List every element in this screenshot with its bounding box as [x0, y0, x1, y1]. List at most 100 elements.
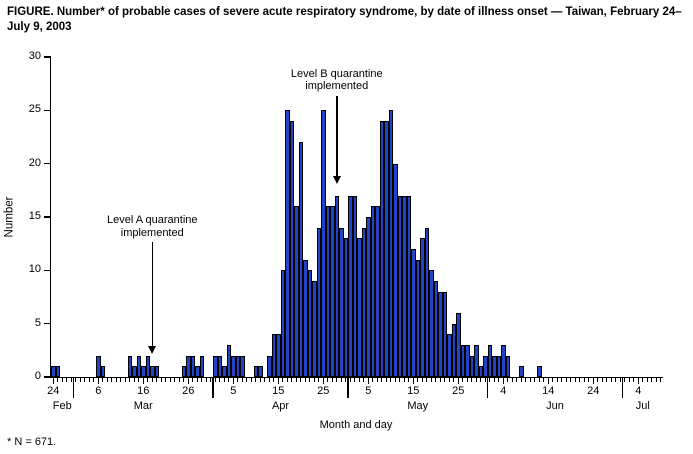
bar [388, 110, 393, 377]
bar [393, 163, 398, 377]
bar [141, 366, 146, 377]
x-axis-day-tick [237, 377, 239, 382]
bar [456, 313, 461, 377]
x-axis-day-tick [489, 377, 491, 382]
bar [186, 355, 191, 377]
bar [240, 355, 245, 377]
x-axis-day-tick [210, 377, 212, 382]
x-axis-day-tick [66, 377, 68, 382]
plot-area: Level A quarantine implemented Level B q… [29, 50, 663, 412]
x-axis-day-tick [655, 377, 657, 382]
x-axis-day-tick [399, 377, 401, 382]
x-axis-day-tick [570, 377, 572, 382]
x-axis-day-tick [525, 377, 527, 382]
y-axis-tick-label: 0 [34, 370, 41, 382]
x-axis-day-tick [214, 377, 216, 382]
bar [294, 206, 299, 377]
bar [343, 238, 348, 377]
x-axis-tick [97, 377, 99, 384]
x-axis-day-tick [309, 377, 311, 382]
x-axis-day-tick [151, 377, 153, 382]
x-axis-tick [547, 377, 549, 384]
x-axis-day-tick [282, 377, 284, 382]
x-axis-day-tick [417, 377, 419, 382]
x-axis-day-tick [147, 377, 149, 382]
x-axis-day-tick [606, 377, 608, 382]
x-axis-day-tick [601, 377, 603, 382]
x-axis-day-tick [439, 377, 441, 382]
bar [100, 366, 105, 377]
bar [307, 270, 312, 377]
y-axis-tick [44, 269, 51, 272]
bar [438, 291, 443, 377]
month-separator-tick [621, 377, 624, 398]
x-axis-day-tick [304, 377, 306, 382]
x-axis-day-tick [403, 377, 405, 382]
bar [235, 355, 240, 377]
x-axis-tick [637, 377, 639, 384]
bar [330, 206, 335, 377]
x-axis-day-tick [138, 377, 140, 382]
x-axis-day-tick [574, 377, 576, 382]
bar [370, 206, 375, 377]
bar [258, 366, 263, 377]
x-axis-tick-label: 26 [182, 385, 195, 397]
bar [127, 355, 132, 377]
x-axis-tick [187, 377, 189, 384]
month-separator-tick [486, 377, 489, 398]
x-axis-day-tick [196, 377, 198, 382]
bar [213, 355, 218, 377]
bar [519, 366, 524, 377]
x-axis-day-tick [660, 377, 662, 382]
x-axis-day-tick [331, 377, 333, 382]
bar [474, 345, 479, 377]
bar [442, 291, 447, 377]
x-axis-day-tick [219, 377, 221, 382]
x-axis-day-tick [358, 377, 360, 382]
x-axis-tick-label: 15 [272, 385, 285, 397]
x-axis-tick [592, 377, 594, 384]
x-axis-day-tick [264, 377, 266, 382]
x-axis-day-tick [583, 377, 585, 382]
month-separator-tick [347, 377, 349, 398]
x-axis-day-tick [435, 377, 437, 382]
annotation-level-a-arrowhead-icon [148, 346, 157, 355]
y-axis-tick-label: 20 [28, 156, 41, 169]
x-axis-day-tick [84, 377, 86, 382]
bar [505, 355, 510, 377]
bar [217, 355, 222, 377]
x-axis-tick-label: 4 [635, 385, 642, 397]
x-axis-day-tick [174, 377, 176, 382]
bar [429, 270, 434, 377]
bar [222, 366, 227, 377]
x-axis-day-tick [633, 377, 635, 382]
x-axis-day-tick [246, 377, 248, 382]
bar [325, 206, 330, 377]
x-axis-day-tick [381, 377, 383, 382]
bar [267, 355, 272, 377]
x-axis-day-tick [651, 377, 653, 382]
x-axis-day-tick [534, 377, 536, 382]
bar [397, 195, 402, 377]
x-axis-day-tick [561, 377, 563, 382]
x-axis-day-tick [273, 377, 275, 382]
x-axis-day-tick [556, 377, 558, 382]
x-axis-day-tick [93, 377, 95, 382]
bar [132, 366, 137, 377]
x-axis-day-tick [462, 377, 464, 382]
x-axis-day-tick [336, 377, 338, 382]
x-axis-day-tick [259, 377, 261, 382]
x-axis-day-tick [313, 377, 315, 382]
x-axis-day-tick [228, 377, 230, 382]
x-axis-day-tick [345, 377, 347, 382]
x-axis-day-tick [453, 377, 455, 382]
x-axis-day-tick [520, 377, 522, 382]
x-axis-day-tick [183, 377, 185, 382]
bar [406, 195, 411, 377]
bar [537, 366, 542, 377]
x-axis-tick [277, 377, 279, 384]
x-axis-day-tick [466, 377, 468, 382]
x-axis-day-tick [327, 377, 329, 382]
bar [298, 142, 303, 377]
